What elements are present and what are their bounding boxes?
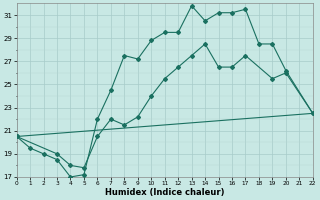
X-axis label: Humidex (Indice chaleur): Humidex (Indice chaleur) bbox=[105, 188, 224, 197]
